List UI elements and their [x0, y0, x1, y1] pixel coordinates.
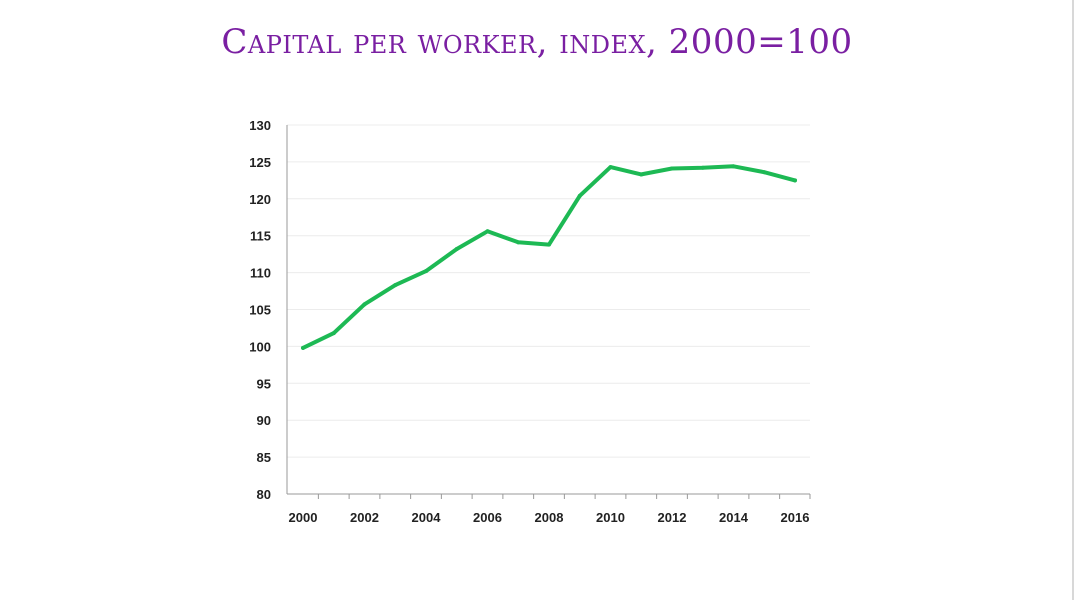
y-tick-label-95: 95 [257, 376, 271, 391]
x-tick-label-2008: 2008 [535, 510, 564, 525]
y-tick-label-120: 120 [249, 192, 271, 207]
right-border [1072, 0, 1074, 600]
data-point-2005 [454, 246, 459, 251]
series-line-0 [301, 164, 797, 350]
y-tick-label-125: 125 [249, 155, 271, 170]
data-point-2008 [547, 242, 551, 247]
y-tick-label-105: 105 [249, 303, 271, 318]
data-point-2013 [700, 165, 705, 170]
y-tick-label-100: 100 [249, 339, 271, 354]
data-point-2002 [362, 302, 367, 307]
data-point-2014 [731, 164, 736, 169]
y-tick-label-80: 80 [257, 487, 271, 502]
x-tick-label-2000: 2000 [289, 510, 318, 525]
x-tick-label-2010: 2010 [596, 510, 625, 525]
x-tick-label-2002: 2002 [350, 510, 379, 525]
data-point-2003 [393, 283, 398, 288]
x-tick-label-2006: 2006 [473, 510, 502, 525]
x-tick-label-2012: 2012 [658, 510, 687, 525]
data-point-2010 [608, 165, 613, 170]
y-tick-label-90: 90 [257, 413, 271, 428]
data-point-2016 [793, 178, 797, 183]
slide-title: Capital per worker, index, 2000=100 [221, 22, 853, 62]
data-point-2009 [577, 193, 582, 198]
y-tick-label-110: 110 [250, 266, 271, 281]
data-point-2000 [301, 345, 305, 350]
x-tick-label-2016: 2016 [781, 510, 810, 525]
y-tick-label-130: 130 [249, 118, 271, 133]
data-point-2015 [762, 170, 767, 175]
data-point-2012 [670, 166, 674, 171]
x-tick-label-2014: 2014 [719, 510, 749, 525]
x-tick-label-2004: 2004 [412, 510, 442, 525]
data-point-2004 [424, 269, 428, 274]
data-point-2006 [485, 229, 490, 234]
y-tick-label-115: 115 [250, 229, 271, 244]
data-point-2011 [639, 172, 644, 177]
data-point-2001 [331, 331, 336, 336]
y-tick-label-85: 85 [257, 450, 271, 465]
data-point-2007 [516, 240, 521, 245]
